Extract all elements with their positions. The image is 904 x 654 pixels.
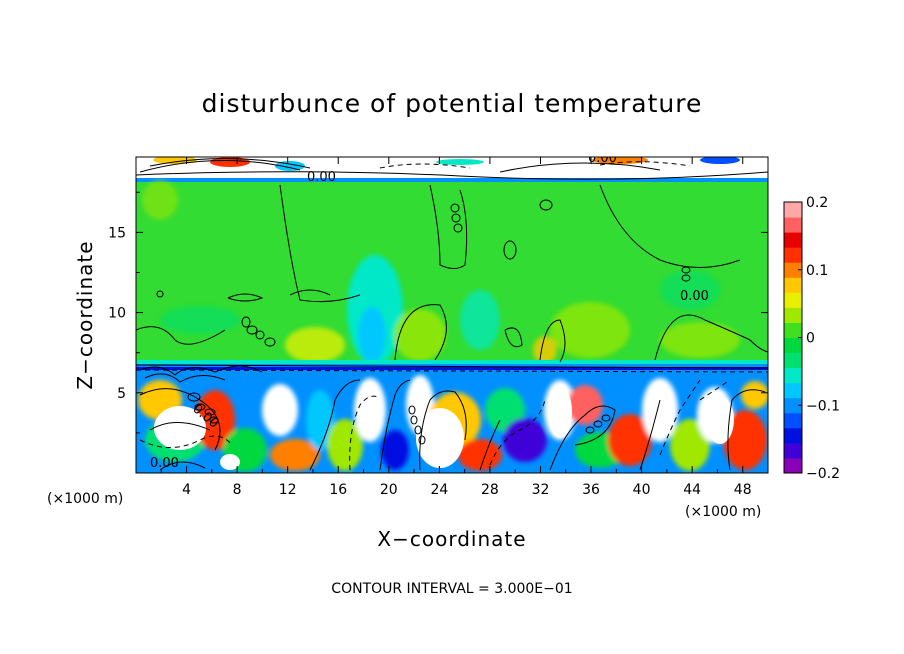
x-tick-label: 48 <box>734 482 752 498</box>
contour-label: 0.00 <box>680 289 709 304</box>
colorbar-swatch <box>784 457 802 474</box>
colorbar-swatch <box>784 202 802 218</box>
x-axis: 4 8 12 16 20 24 28 32 36 40 44 48 <box>160 157 752 498</box>
colorbar-swatch <box>784 292 802 308</box>
x-tick-label: 28 <box>481 482 499 498</box>
colorbar-swatch <box>784 277 802 293</box>
top-boundary-layer <box>136 157 768 182</box>
inversion-layer <box>136 360 768 370</box>
colorbar-swatch <box>784 262 802 278</box>
dashed-contours <box>136 161 768 471</box>
convective-layer <box>136 370 768 473</box>
x-tick-label: 12 <box>279 482 297 498</box>
colorbar-swatch <box>784 217 802 233</box>
colorbar-swatch <box>784 397 802 414</box>
y-axis-label: Z−coordinate <box>73 240 97 389</box>
colorbar-tick-label: −0.1 <box>806 398 840 414</box>
colorbar-swatch <box>784 322 802 338</box>
x-tick-label: 16 <box>329 482 347 498</box>
colorbar-swatch <box>784 307 802 323</box>
colorbar-labels: 0.2 0.1 0 −0.1 −0.2 <box>798 195 840 482</box>
plot-area: 0.00 0.00 0.00 0.00 0.00 <box>136 151 768 473</box>
plot-frame <box>135 156 769 474</box>
colorbar-tick-label: 0.1 <box>806 263 828 279</box>
x-axis-unit-right: (×1000 m) <box>685 504 761 520</box>
contour-interval-note: CONTOUR INTERVAL = 3.000E−01 <box>331 581 572 597</box>
colorbar-swatch <box>784 367 802 384</box>
contour-lines <box>136 157 768 471</box>
x-tick-label: 20 <box>380 482 398 498</box>
colorbar-swatch <box>784 442 802 459</box>
colorbar <box>783 201 803 474</box>
colorbar-swatch <box>784 427 802 444</box>
contour-label: 0.00 <box>150 456 179 471</box>
x-axis-unit-left: (×1000 m) <box>47 491 123 507</box>
chart-title: disturbunce of potential temperature <box>202 89 703 118</box>
colorbar-swatch <box>784 337 802 354</box>
colorbar-swatch <box>784 382 802 399</box>
x-tick-label: 24 <box>430 482 448 498</box>
x-tick-label: 4 <box>182 482 191 498</box>
x-tick-label: 32 <box>532 482 550 498</box>
upper-field-blobs <box>142 180 740 365</box>
contour-label: 0.00 <box>307 170 336 185</box>
contour-label: 0.00 <box>588 151 617 166</box>
y-tick-label: 5 <box>117 386 126 402</box>
y-tick-label: 15 <box>108 225 126 241</box>
x-tick-label: 44 <box>683 482 701 498</box>
colorbar-tick-label: −0.2 <box>806 466 840 482</box>
x-tick-label: 40 <box>633 482 651 498</box>
colorbar-swatch <box>784 412 802 429</box>
y-axis: 5 10 15 <box>108 191 768 434</box>
colorbar-swatch <box>784 232 802 248</box>
y-tick-label: 10 <box>108 306 126 322</box>
x-tick-label: 36 <box>582 482 600 498</box>
colorbar-swatch <box>784 247 802 263</box>
colorbar-tick-label: 0 <box>806 331 815 347</box>
colorbar-swatch <box>784 352 802 369</box>
x-axis-label: X−coordinate <box>377 527 526 551</box>
colorbar-tick-label: 0.2 <box>806 195 828 211</box>
x-tick-label: 8 <box>233 482 242 498</box>
